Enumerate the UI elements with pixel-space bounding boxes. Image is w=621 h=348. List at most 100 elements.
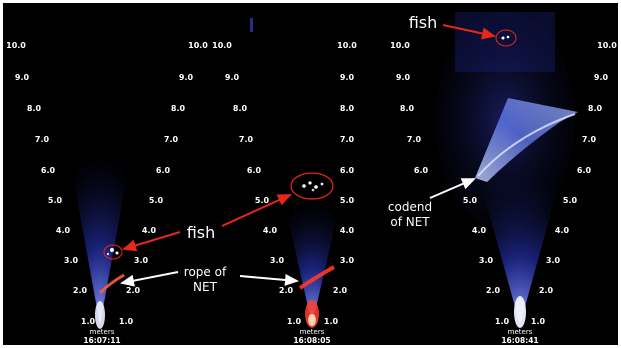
- range-tick-label: 6.0: [414, 166, 429, 175]
- codend-net: [475, 98, 578, 182]
- fish-echo: [302, 181, 324, 192]
- sonar-beam: [70, 150, 130, 325]
- beam-core-glow: [308, 314, 316, 326]
- beam-core: [514, 296, 526, 328]
- sonar-panel-1: 10.0 9.0 8.0 7.0 6.0 5.0 4.0 3.0 2.0 1.0 10.0 9.0 8…: [6, 41, 208, 345]
- range-tick-label: 6.0: [577, 166, 592, 175]
- codend-label-line1: codend: [388, 200, 432, 214]
- range-tick-label: 5.0: [255, 196, 270, 205]
- range-tick-label: 9.0: [15, 73, 30, 82]
- beam-core: [95, 301, 105, 329]
- range-tick-label: 4.0: [263, 226, 278, 235]
- range-tick-label: 3.0: [546, 256, 561, 265]
- fish-circle: [103, 244, 123, 260]
- range-tick-label: 8.0: [340, 104, 355, 113]
- fish-label: fish: [409, 13, 438, 32]
- range-tick-label: 10.0: [597, 41, 617, 50]
- range-tick-label: 2.0: [539, 286, 554, 295]
- meters-label: meters: [90, 328, 115, 336]
- range-tick-label: 2.0: [486, 286, 501, 295]
- timestamp: 16:08:05: [293, 336, 330, 345]
- sonar-panel-2: 10.0 9.0 8.0 7.0 6.0 5.0 4.0 3.0 2.0 1.0 10.0 9.0 8…: [212, 18, 357, 345]
- range-tick-label: 1.0: [531, 317, 546, 326]
- range-tick-label: 10.0: [337, 41, 357, 50]
- range-tick-label: 8.0: [233, 104, 248, 113]
- range-tick-label: 7.0: [582, 135, 597, 144]
- annotation-fish-top: fish: [409, 13, 496, 40]
- range-tick-label: 1.0: [287, 317, 302, 326]
- fish-arrow-left: [122, 231, 181, 252]
- range-tick-label: 1.0: [495, 317, 510, 326]
- fish-echo: [106, 248, 119, 256]
- fish-label: fish: [187, 223, 216, 242]
- range-tick-label: 7.0: [407, 135, 422, 144]
- range-tick-label: 6.0: [247, 166, 262, 175]
- range-tick-label: 10.0: [6, 41, 26, 50]
- range-tick-label: 9.0: [179, 73, 194, 82]
- surface-echo: [250, 18, 253, 32]
- range-tick-label: 6.0: [41, 166, 56, 175]
- range-tick-label: 5.0: [340, 196, 355, 205]
- fish-circle: [290, 172, 334, 200]
- sonar-beam: [285, 197, 340, 325]
- range-tick-label: 5.0: [463, 196, 478, 205]
- codend-label-line2: of NET: [390, 215, 430, 229]
- range-tick-label: 7.0: [340, 135, 355, 144]
- range-tick-label: 4.0: [340, 226, 355, 235]
- codend-arrow: [429, 178, 476, 199]
- range-tick-label: 3.0: [270, 256, 285, 265]
- range-ticks-right: 10.0 9.0 8.0 7.0 6.0 5.0 4.0 3.0 2.0 1.0: [531, 41, 617, 326]
- range-ticks-right: 10.0 9.0 8.0 7.0 6.0 5.0 4.0 3.0 2.0 1.0: [324, 41, 357, 326]
- range-ticks-left: 10.0 9.0 8.0 7.0 6.0 5.0 4.0 3.0 2.0 1.0: [212, 41, 301, 326]
- range-tick-label: 4.0: [56, 226, 71, 235]
- timestamp: 16:08:41: [501, 336, 538, 345]
- fish-echo: [501, 35, 510, 40]
- range-tick-label: 8.0: [171, 104, 186, 113]
- range-tick-label: 2.0: [279, 286, 294, 295]
- range-tick-label: 8.0: [400, 104, 415, 113]
- rope-label-line1: rope of: [184, 265, 227, 279]
- range-tick-label: 10.0: [390, 41, 410, 50]
- range-tick-label: 3.0: [479, 256, 494, 265]
- range-tick-label: 5.0: [48, 196, 63, 205]
- range-tick-label: 5.0: [149, 196, 164, 205]
- range-tick-label: 2.0: [126, 286, 141, 295]
- range-tick-label: 4.0: [472, 226, 487, 235]
- sonar-panel-3: 10.0 9.0 8.0 7.0 6.0 5.0 4.0 3.0 2.0 1.0 10.0 9.0 8…: [390, 10, 617, 345]
- fish-circle: [495, 29, 517, 47]
- annotation-fish-center: fish: [122, 194, 292, 252]
- range-tick-label: 5.0: [563, 196, 578, 205]
- meters-label: meters: [300, 328, 325, 336]
- annotation-codend: codend of NET: [388, 178, 476, 229]
- range-tick-label: 10.0: [188, 41, 208, 50]
- annotation-rope: rope of NET: [120, 265, 299, 294]
- range-tick-label: 7.0: [164, 135, 179, 144]
- range-tick-label: 8.0: [588, 104, 603, 113]
- range-tick-label: 9.0: [225, 73, 240, 82]
- range-tick-label: 4.0: [142, 226, 157, 235]
- top-haze: [455, 12, 555, 72]
- timestamp: 16:07:11: [83, 336, 120, 345]
- range-tick-label: 3.0: [134, 256, 149, 265]
- range-tick-label: 6.0: [156, 166, 171, 175]
- range-ticks-left: 10.0 9.0 8.0 7.0 6.0 5.0 4.0 3.0 2.0 1.0: [6, 41, 95, 326]
- range-tick-label: 9.0: [396, 73, 411, 82]
- range-tick-label: 8.0: [27, 104, 42, 113]
- meters-label: meters: [508, 328, 533, 336]
- sonar-beam: [480, 170, 560, 325]
- range-tick-label: 1.0: [119, 317, 134, 326]
- range-tick-label: 6.0: [340, 166, 355, 175]
- fish-arrow: [442, 24, 496, 40]
- range-tick-label: 4.0: [555, 226, 570, 235]
- range-tick-label: 2.0: [73, 286, 88, 295]
- codend-net-edge: [477, 113, 576, 177]
- range-tick-label: 1.0: [81, 317, 96, 326]
- range-tick-label: 9.0: [340, 73, 355, 82]
- range-tick-label: 7.0: [239, 135, 254, 144]
- range-ticks-right: 10.0 9.0 8.0 7.0 6.0 5.0 4.0 3.0 2.0 1.0: [119, 41, 208, 326]
- range-tick-label: 7.0: [35, 135, 50, 144]
- rope-arrow-right: [239, 273, 299, 286]
- range-tick-label: 9.0: [594, 73, 609, 82]
